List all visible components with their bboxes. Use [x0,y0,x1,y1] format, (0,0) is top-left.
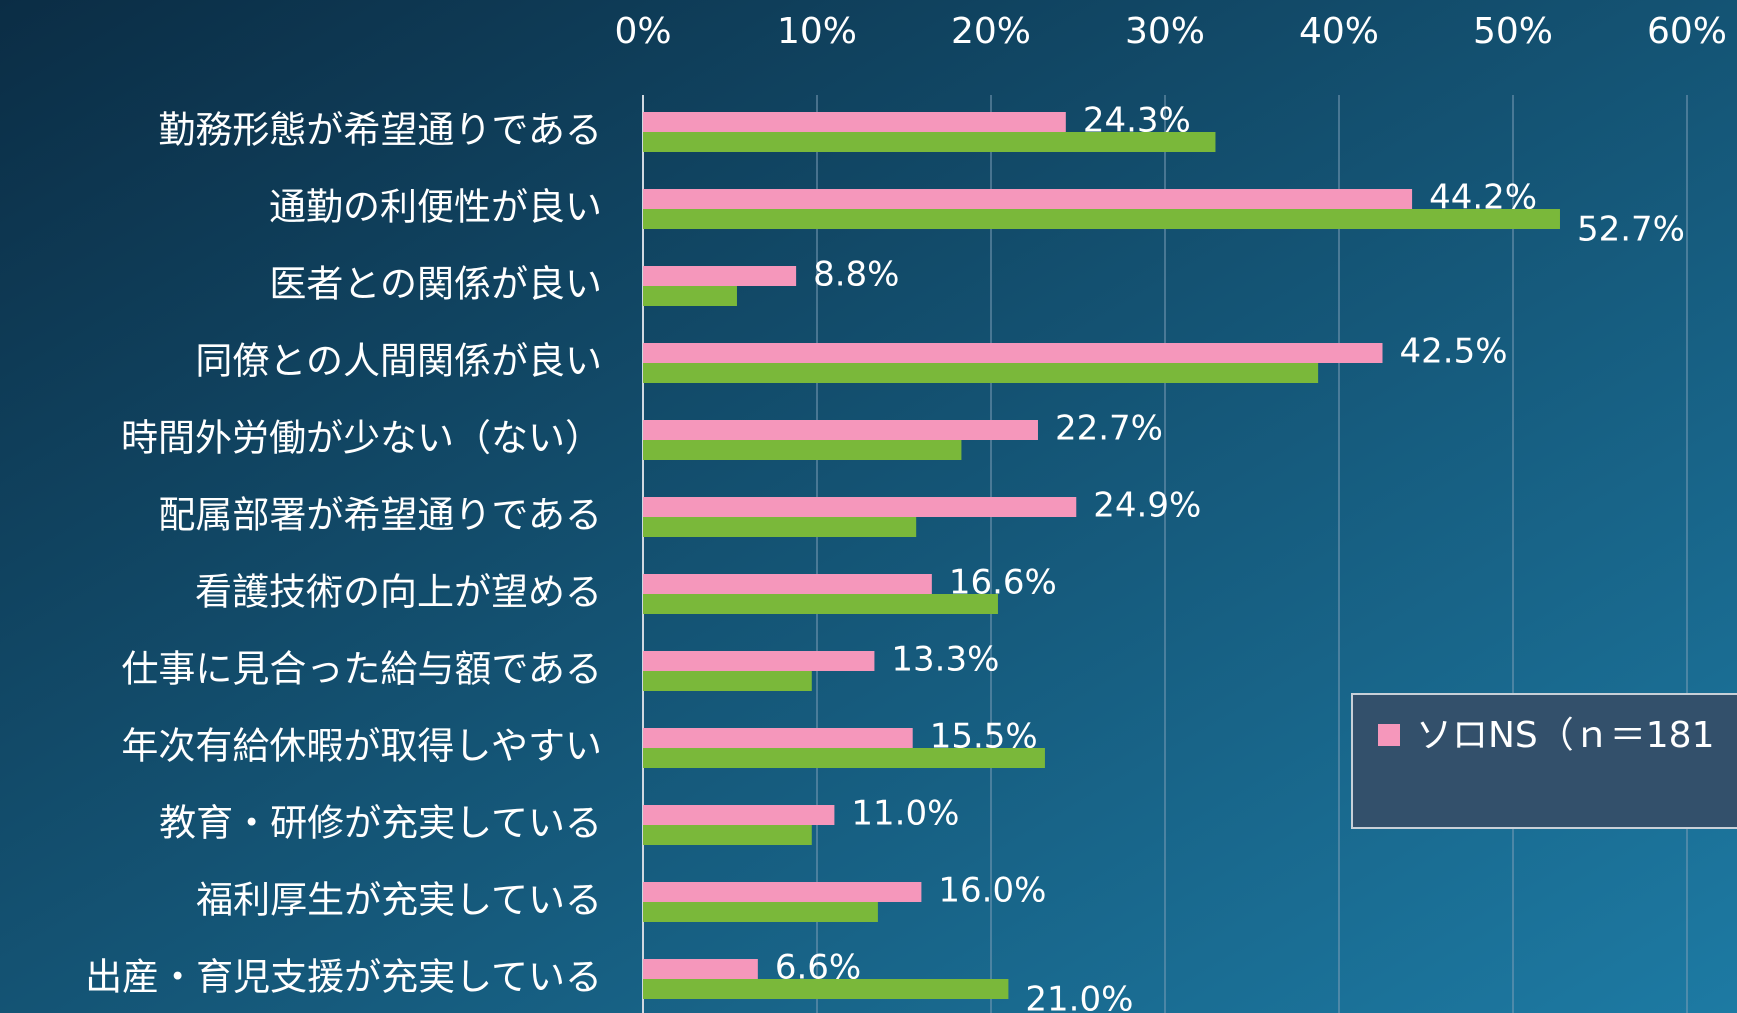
bar [643,651,875,671]
value-label: 42.5% [1400,332,1508,372]
y-tick-label: 看護技術の向上が望める [195,571,602,614]
y-tick-label: 福利厚生が充実している [196,879,602,922]
x-tick-label: 60% [1647,11,1727,52]
y-tick-label: 通勤の利便性が良い [269,186,602,229]
bar [643,343,1383,363]
bar [643,728,913,748]
bar [643,902,878,922]
y-tick-label: 同僚との人間関係が良い [195,340,602,383]
x-tick-label: 0% [614,11,671,52]
y-tick-label: 年次有給休暇が取得しやすい [121,725,602,768]
bar [643,805,835,825]
value-label: 8.8% [813,255,899,295]
bar [643,112,1066,132]
value-label: 21.0% [1025,980,1133,1013]
bar [643,420,1038,440]
value-label: 22.7% [1055,409,1163,449]
bar [643,209,1560,229]
value-label: 52.7% [1577,210,1685,250]
y-tick-label: 時間外労働が少ない（ない） [121,417,602,460]
bar [643,671,812,691]
bar [643,825,812,845]
value-label: 11.0% [851,794,959,834]
bar [643,517,917,537]
y-tick-label: 出産・育児支援が充実している [85,956,602,999]
value-label: 24.9% [1093,486,1201,526]
bar [643,266,797,286]
bar [643,959,758,979]
x-tick-label: 30% [1125,11,1205,52]
y-tick-label: 配属部署が希望通りである [158,494,602,537]
value-label: 16.0% [938,871,1046,911]
bar [643,440,962,460]
x-tick-label: 40% [1299,11,1379,52]
legend-box [1351,693,1737,829]
y-tick-label: 勤務形態が希望通りである [158,109,602,152]
bar [643,497,1077,517]
legend-swatch [1378,724,1400,746]
bar [643,979,1009,999]
x-tick-label: 50% [1473,11,1553,52]
bar [643,594,998,614]
legend-label: ソロNS（ｎ＝181 [1416,715,1715,756]
bar [643,363,1319,383]
value-label: 13.3% [891,640,999,680]
bar [643,286,737,306]
bar [643,574,932,594]
bar [643,882,922,902]
y-tick-label: 教育・研修が充実している [159,802,602,845]
bar [643,748,1045,768]
bar [643,132,1216,152]
y-tick-label: 医者との関係が良い [269,263,602,306]
y-tick-label: 仕事に見合った給与額である [121,648,602,691]
x-tick-label: 10% [777,11,857,52]
x-tick-label: 20% [951,11,1031,52]
bar [643,189,1413,209]
